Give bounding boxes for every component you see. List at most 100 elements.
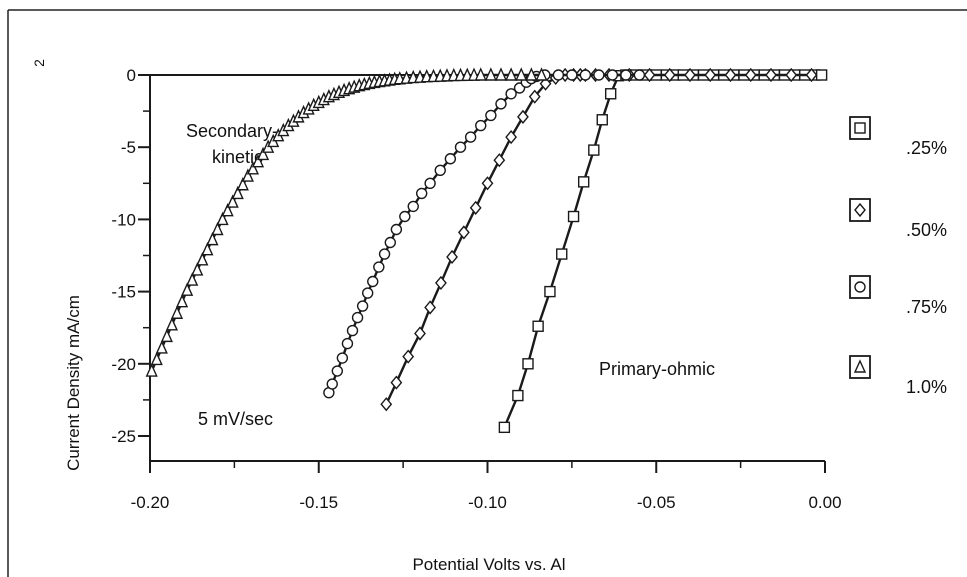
y-tick-label: -15 <box>111 283 136 302</box>
series-circle <box>323 69 646 399</box>
data-point <box>256 146 270 161</box>
data-point <box>384 236 396 249</box>
data-point <box>251 153 265 168</box>
data-point <box>341 337 354 350</box>
data-point <box>399 210 411 223</box>
data-point <box>724 67 737 83</box>
data-point <box>785 67 798 83</box>
data-point <box>512 389 524 402</box>
legend-marker <box>853 359 867 373</box>
data-point <box>424 177 436 190</box>
legend: .25% .50% .75% 1.0% <box>849 116 947 397</box>
annotation-secondary-line1: Secondary- <box>186 121 278 141</box>
data-point <box>604 88 617 100</box>
data-point <box>446 249 458 265</box>
data-point <box>241 168 254 182</box>
annotation-rate: 5 mV/sec <box>198 409 273 429</box>
data-point <box>744 67 757 83</box>
data-point <box>684 67 696 83</box>
data-point <box>201 242 214 256</box>
y-tick-label: 0 <box>127 66 136 85</box>
x-tick-label: -0.15 <box>299 493 338 512</box>
data-point <box>326 378 338 390</box>
legend-marker <box>854 122 866 134</box>
data-point <box>567 210 580 223</box>
legend-label: .75% <box>906 297 947 317</box>
data-point <box>593 69 605 81</box>
data-point <box>346 324 359 337</box>
data-point <box>390 223 403 236</box>
data-point <box>528 89 541 104</box>
data-point <box>186 272 199 286</box>
data-point <box>373 261 385 273</box>
data-point <box>181 282 194 296</box>
data-point <box>805 67 818 83</box>
data-point <box>532 320 544 332</box>
data-point <box>579 69 592 81</box>
data-point <box>211 221 224 236</box>
data-point <box>505 129 518 145</box>
data-point <box>457 225 470 240</box>
data-point <box>495 98 507 110</box>
data-point <box>378 248 391 260</box>
data-point <box>407 200 419 213</box>
x-tick-label: -0.10 <box>468 493 507 512</box>
data-point <box>517 109 529 124</box>
data-point <box>606 69 619 81</box>
data-point <box>444 153 457 165</box>
y-tick-label: -25 <box>111 427 136 446</box>
data-point <box>160 328 173 343</box>
data-point <box>454 141 467 153</box>
data-point <box>435 275 447 291</box>
data-point <box>552 69 565 81</box>
data-point <box>145 363 158 377</box>
data-point <box>361 287 374 299</box>
data-point <box>484 67 497 81</box>
x-tick-label: -0.05 <box>637 493 676 512</box>
data-point <box>155 340 168 354</box>
data-point <box>474 67 487 81</box>
y-axis-title: Current Density mA/cm <box>64 295 83 471</box>
data-point <box>464 131 477 143</box>
data-point <box>351 311 364 324</box>
y-tick-label: -5 <box>121 138 136 157</box>
data-point <box>191 262 204 276</box>
annotation-primary: Primary-ohmic <box>599 359 715 379</box>
data-point <box>522 358 534 370</box>
data-point <box>380 397 393 412</box>
data-point <box>367 275 379 288</box>
data-point <box>475 119 487 132</box>
series-triangle <box>145 67 548 377</box>
data-point <box>206 231 219 246</box>
y-tick-label: -10 <box>111 210 136 229</box>
data-point <box>493 153 506 168</box>
legend-label: 1.0% <box>906 377 947 397</box>
data-point <box>498 421 511 434</box>
data-point <box>390 375 403 390</box>
data-point <box>150 351 163 366</box>
data-point <box>231 185 244 200</box>
x-axis-title: Potential Volts vs. Al <box>412 555 565 574</box>
data-point <box>556 248 568 260</box>
data-point <box>165 317 179 331</box>
data-point <box>469 200 482 215</box>
legend-marker <box>854 281 866 293</box>
data-point <box>588 144 600 156</box>
data-point <box>402 349 415 364</box>
data-point <box>505 67 518 81</box>
data-point <box>704 67 717 83</box>
data-point <box>481 176 494 191</box>
legend-marker <box>854 202 866 218</box>
data-point <box>505 88 517 100</box>
data-point <box>236 177 249 191</box>
data-point <box>815 69 828 81</box>
series-layer <box>145 67 828 434</box>
data-point <box>663 67 676 83</box>
data-point <box>643 67 656 83</box>
axes-layer: 0 -5 -10 -15 -20 -25 -0.20 -0.15 -0.10 -0.05 0.00 <box>111 66 841 512</box>
data-point <box>620 69 632 81</box>
data-point <box>196 252 209 266</box>
series-line <box>150 73 542 372</box>
